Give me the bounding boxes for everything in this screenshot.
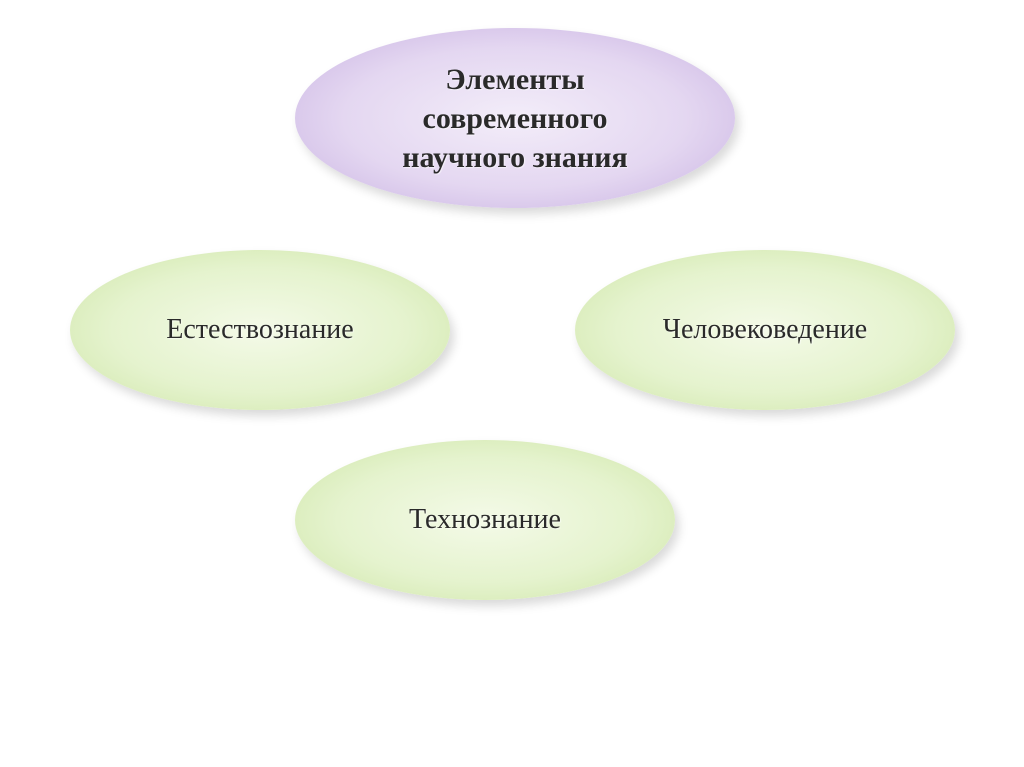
title-line-2: современного <box>423 102 608 135</box>
item-ellipse-natural-science: Естествознание <box>70 250 450 410</box>
item-label: Естествознание <box>166 312 353 348</box>
item-ellipse-human-studies: Человековедение <box>575 250 955 410</box>
item-label: Человековедение <box>663 312 867 348</box>
title-text: Элементы современного научного знания <box>402 60 627 177</box>
title-line-1: Элементы <box>445 63 584 96</box>
title-ellipse: Элементы современного научного знания <box>295 28 735 208</box>
item-label: Технознание <box>409 502 561 538</box>
item-ellipse-technoscience: Технознание <box>295 440 675 600</box>
title-line-3: научного знания <box>402 141 627 174</box>
